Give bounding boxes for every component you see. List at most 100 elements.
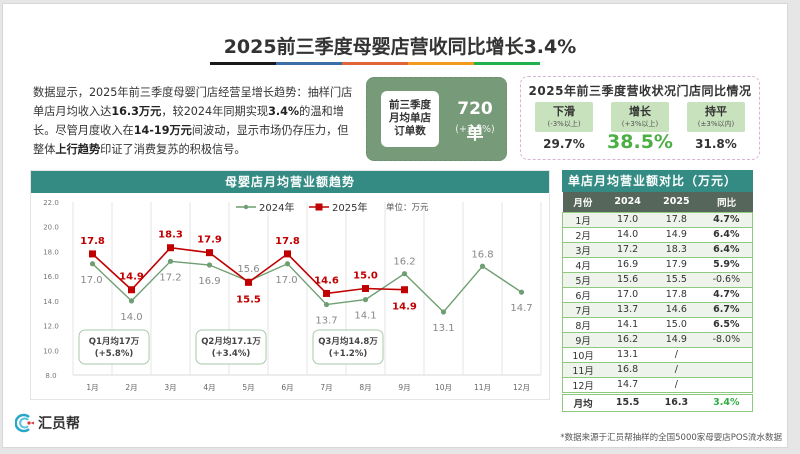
data-source-note: *数据来源于汇员帮抽样的全国5000家母婴店POS流水数据 <box>560 433 782 443</box>
orders-label-line: 前三季度 <box>389 99 431 111</box>
pct-flat: 31.8% <box>695 137 737 151</box>
orders-label-line: 订单数 <box>394 125 426 137</box>
intro-highlight: 16.3万元 <box>111 105 162 118</box>
y-tick-label: 12.0 <box>43 323 59 331</box>
x-tick-label: 2月 <box>125 383 137 392</box>
table-cell: 4.7% <box>700 286 753 302</box>
table-cell: 13.1 <box>603 346 652 362</box>
table-cell: -8.0% <box>700 331 753 347</box>
data-point-2024 <box>323 301 330 308</box>
trend-chart-panel: 母婴店月均营业额趋势 8.0 10.0 12.0 14.0 16.0 18.0 20.0 22… <box>30 170 550 400</box>
chip-sub: (±3%以内) <box>697 120 735 128</box>
table-cell: 9月 <box>562 331 604 347</box>
x-tick-label: 8月 <box>359 383 371 392</box>
y-tick-label: 14.0 <box>43 298 59 306</box>
data-label-2024: 16.8 <box>471 249 493 260</box>
underline-seg <box>474 62 540 65</box>
data-point-2025 <box>284 250 291 258</box>
table-cell: 4月 <box>562 256 604 272</box>
orders-value: 720 单 <box>457 99 493 144</box>
table-cell: 14.6 <box>651 301 701 317</box>
data-point-2024 <box>167 258 174 264</box>
data-point-2024 <box>206 262 213 268</box>
table-row: 9月 16.2 14.9 -8.0% <box>562 331 753 347</box>
trend-chart: 8.0 10.0 12.0 14.0 16.0 18.0 20.0 22.0 1月 2月 3月 4月 5… <box>43 199 542 392</box>
table-row: 12月 14.7/ <box>562 376 753 393</box>
table-cell: 15.5 <box>651 271 701 287</box>
pct-decline: 29.7% <box>543 137 585 151</box>
data-point-2025 <box>401 286 408 294</box>
table-cell: 6.7% <box>700 301 753 317</box>
orders-change: (+3.7%) <box>455 124 495 135</box>
y-tick-label: 22.0 <box>43 199 59 207</box>
y-tick-label: 8.0 <box>45 372 56 380</box>
table-cell: 3月 <box>562 241 604 257</box>
data-point-2025 <box>206 249 213 257</box>
quarter-annotation-change: (+5.8%) <box>95 349 134 359</box>
table-row: 5月 15.6 15.5 -0.6% <box>562 271 753 287</box>
data-label-2024: 17.2 <box>159 272 181 283</box>
table-row: 7月 13.7 14.6 6.7% <box>562 301 753 317</box>
chip-name: 增长 <box>629 105 651 118</box>
footer-cell: 15.5 <box>603 391 652 412</box>
table-cell: 4.7% <box>700 211 753 227</box>
data-label-2024: 16.9 <box>198 276 220 287</box>
data-label-2025: 15.5 <box>236 294 261 305</box>
table-cell <box>700 346 753 362</box>
table-cell: 15.6 <box>603 271 652 287</box>
status-chip-growth: 增长 (+3%以上) <box>611 102 669 132</box>
table-cell: 17.2 <box>603 241 652 257</box>
data-label-2024: 15.6 <box>237 264 259 275</box>
intro-text: 数据显示，2025年前三季度母婴门店经营呈增长趋势：抽样门店单店月均收入达 <box>33 86 353 118</box>
underline-seg <box>342 62 408 65</box>
footer-cell: 月均 <box>562 391 604 412</box>
y-tick-label: 10.0 <box>43 347 59 355</box>
table-cell: 1月 <box>562 211 604 227</box>
chip-name: 持平 <box>705 105 727 118</box>
quarter-annotation-box <box>195 329 267 365</box>
quarter-annotation-box <box>312 329 384 365</box>
table-cell: -0.6% <box>700 271 753 287</box>
data-label-2025: 17.8 <box>80 236 105 247</box>
data-label-2025: 14.6 <box>314 275 339 286</box>
table-cell: 2月 <box>562 226 604 242</box>
table-cell: 5.9% <box>700 256 753 272</box>
chart-title: 母婴店月均营业额趋势 <box>31 171 549 193</box>
table-cell: 17.9 <box>651 256 701 272</box>
legend-marker-2024 <box>243 204 249 210</box>
table-row: 8月 14.1 15.0 6.5% <box>562 316 753 332</box>
table-cell: 14.1 <box>603 316 652 332</box>
unit-label: 单位：万元 <box>386 202 429 213</box>
data-point-2024 <box>128 298 135 304</box>
data-point-2024 <box>479 263 486 269</box>
quarter-annotation-change: (+1.2%) <box>329 349 368 359</box>
chip-sub: (+3%以上) <box>621 120 659 128</box>
table-cell: 6月 <box>562 286 604 302</box>
table-cell: 17.0 <box>603 286 652 302</box>
orders-label-line: 月均单店 <box>389 112 431 124</box>
table-cell: 17.0 <box>603 211 652 227</box>
chip-name: 下滑 <box>553 105 575 118</box>
table-cell: 11月 <box>562 361 604 377</box>
table-cell: 8月 <box>562 316 604 332</box>
data-label-2025: 15.0 <box>353 271 378 282</box>
legend-label-2024: 2024年 <box>259 201 294 214</box>
table-cell: 10月 <box>562 346 604 362</box>
col-header: 2025 <box>651 192 701 212</box>
page-title: 2025前三季度母婴店营收同比增长3.4% <box>223 36 577 58</box>
table-cell: 17.8 <box>651 286 701 302</box>
table-cell: 6.4% <box>700 241 753 257</box>
data-label-2025: 17.9 <box>197 235 222 246</box>
data-point-2025 <box>245 278 252 286</box>
footer-cell: 3.4% <box>700 391 753 412</box>
data-point-2024 <box>89 261 96 267</box>
legend-label-2025: 2025年 <box>332 201 367 214</box>
underline-seg <box>210 62 276 65</box>
brand-icon <box>15 413 34 433</box>
series-line-2024 <box>92 260 522 314</box>
data-point-2024 <box>401 271 408 277</box>
table-row: 10月 13.1/ <box>562 346 753 362</box>
y-tick-label: 18.0 <box>43 248 59 256</box>
x-tick-label: 6月 <box>281 383 293 392</box>
table-header-row: 月份 2024 2025 同比 <box>562 192 753 212</box>
